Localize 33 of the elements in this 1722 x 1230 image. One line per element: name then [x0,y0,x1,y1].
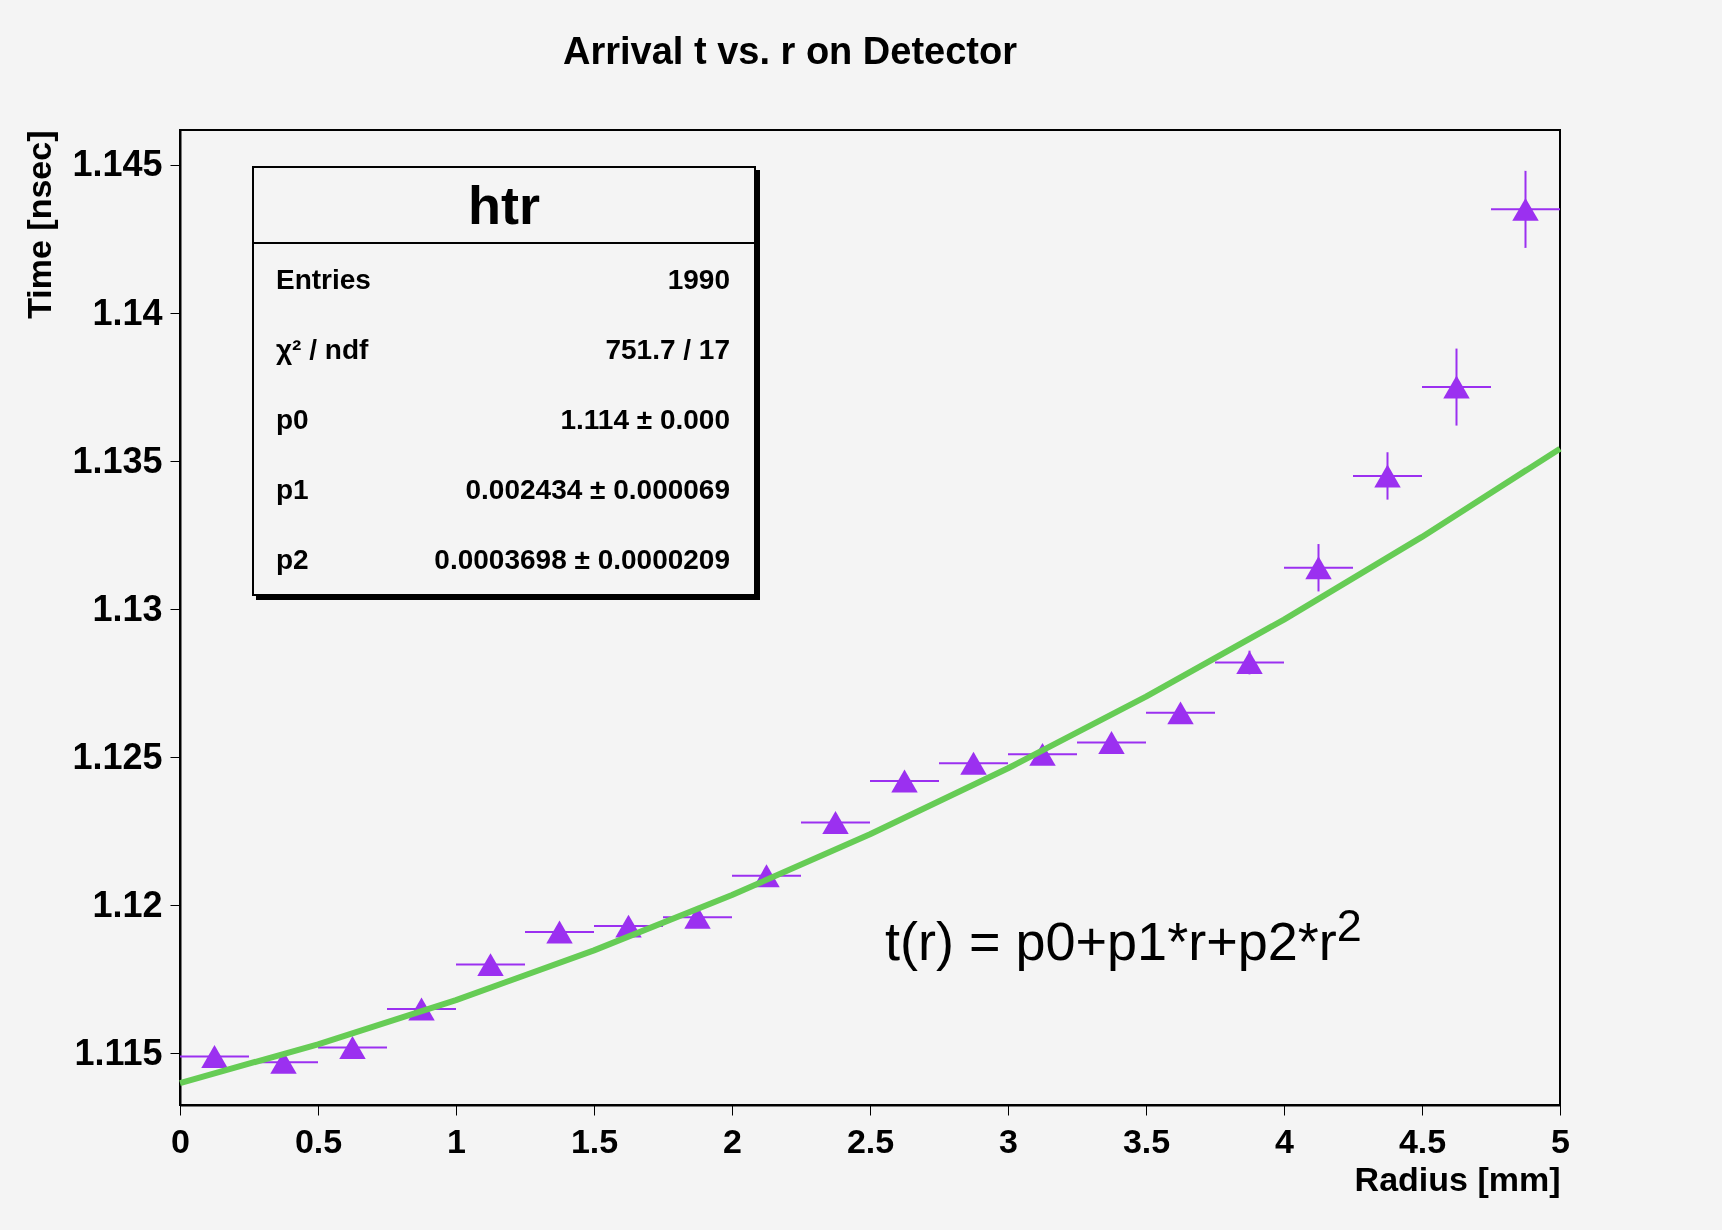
y-tick-label: 1.135 [72,439,163,481]
annotation: htr [254,168,754,244]
x-tick-label: 1.5 [570,1121,619,1160]
annotation: t(r) = p0+p1*r+p2*r$^{2}$ [885,900,1362,972]
chart-title: Arrival t vs. r on Detector [562,30,1018,72]
y-axis-title: Time [nsec] [20,130,59,319]
x-tick-label: 2.5 [846,1121,895,1160]
annotation: χ² / ndf [276,334,369,366]
y-tick-label: 1.125 [72,735,163,777]
y-tick-label: 1.115 [74,1031,163,1073]
annotation: p2 [276,544,309,576]
y-tick-label: 1.12 [92,883,163,925]
x-tick-label: 4.5 [1398,1121,1447,1160]
annotation: p0 [276,404,309,436]
x-tick-label: 4 [1275,1121,1295,1160]
x-tick-label: 1 [447,1121,466,1160]
annotation: Entries [276,264,371,296]
x-axis-title: Radius [mm] [1354,1159,1561,1198]
annotation: 0.002434 ± 0.000069 [465,474,730,506]
x-tick-label: 0.5 [294,1121,343,1160]
x-tick-label: 5 [1551,1121,1570,1160]
annotation: 0.0003698 ± 0.0000209 [434,544,730,576]
annotation: 1990 [667,264,730,296]
y-tick-label: 1.145 [72,143,163,185]
x-tick-label: 3.5 [1122,1121,1171,1160]
y-tick-label: 1.14 [92,291,163,333]
annotation: 1.114 ± 0.000 [560,404,730,436]
annotation: p1 [276,474,309,506]
x-tick-label: 3 [999,1121,1018,1160]
y-tick-label: 1.13 [92,587,163,629]
x-tick-label: 0 [171,1121,190,1160]
x-tick-label: 2 [723,1121,742,1160]
annotation: 751.7 / 17 [605,334,730,366]
